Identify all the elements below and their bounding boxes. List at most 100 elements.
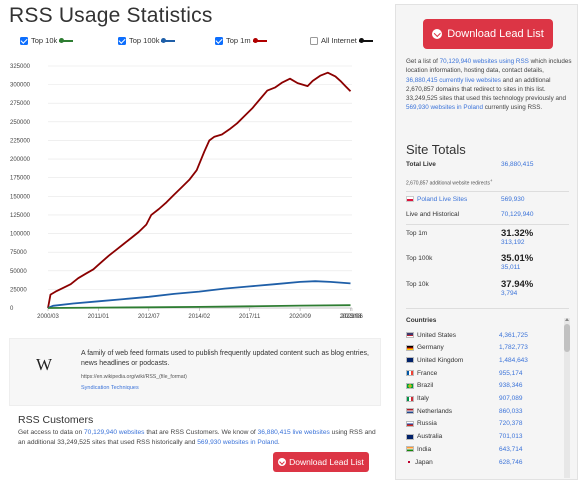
series-line-top-1m[interactable] bbox=[47, 71, 352, 309]
it-flag-icon bbox=[406, 395, 414, 402]
y-tick-label: 100000 bbox=[10, 232, 31, 238]
de-flag-icon bbox=[406, 344, 414, 351]
y-tick-label: 50000 bbox=[10, 269, 27, 275]
fr-flag-icon bbox=[406, 370, 414, 377]
country-row-in: India 643,714 bbox=[406, 443, 564, 455]
top-10k-count[interactable]: 3,794 bbox=[501, 290, 518, 297]
page-title: RSS Usage Statistics bbox=[9, 4, 213, 27]
top-10k-percent: 37.94% bbox=[501, 279, 534, 290]
country-name: Netherlands bbox=[417, 407, 453, 415]
y-tick-label: 25000 bbox=[10, 287, 27, 293]
intro-live-websites-link[interactable]: 36,880,415 currently live websites bbox=[406, 76, 501, 84]
usage-chart-svg: 0 25000 50000 75000 100000 125000 150000 175000… bbox=[10, 64, 364, 320]
x-tick-label: 2023/08 bbox=[340, 314, 362, 320]
top-1m-row: Top 1m 31.32% 313,192 bbox=[406, 228, 572, 246]
country-value[interactable]: 701,013 bbox=[499, 433, 523, 441]
customers-heading: RSS Customers bbox=[18, 414, 94, 426]
gb-flag-icon bbox=[406, 357, 414, 364]
intro-text-3: and an additional 2,670,857 domains that… bbox=[406, 76, 566, 103]
chart-legend: Top 10k Top 100k Top 1m All Internet bbox=[0, 36, 390, 50]
jp-flag-icon bbox=[406, 459, 412, 465]
legend-toggle-top-1m[interactable]: Top 1m bbox=[215, 36, 267, 45]
country-name: France bbox=[417, 369, 438, 377]
in-flag-icon bbox=[406, 446, 414, 453]
y-tick-label: 275000 bbox=[10, 101, 31, 107]
download-lead-list-button[interactable]: Download Lead List bbox=[423, 19, 553, 49]
top-100k-count[interactable]: 35,011 bbox=[501, 264, 521, 271]
legend-toggle-top-100k[interactable]: Top 100k bbox=[118, 36, 176, 45]
countries-list: United States 4,361,725 Germany 1,782,773 Un… bbox=[406, 329, 564, 480]
countries-scrollbar[interactable] bbox=[564, 318, 570, 478]
country-row-us: United States 4,361,725 bbox=[406, 329, 564, 341]
site-totals-heading: Site Totals bbox=[406, 142, 466, 157]
intro-websites-link[interactable]: 70,129,940 websites using RSS bbox=[439, 58, 529, 65]
country-value[interactable]: 938,346 bbox=[499, 382, 523, 390]
checkbox-top-1m[interactable] bbox=[215, 36, 223, 45]
country-value[interactable]: 955,174 bbox=[499, 369, 523, 377]
series-line-top-100k[interactable] bbox=[47, 280, 351, 309]
ru-flag-icon bbox=[406, 420, 414, 427]
legend-swatch-top-10k bbox=[59, 37, 74, 43]
legend-toggle-all-internet[interactable]: All Internet bbox=[310, 36, 373, 45]
sidebar-intro: Get a list of 70,129,940 websites using … bbox=[406, 57, 572, 113]
intro-text-4: currently using RSS. bbox=[483, 104, 543, 112]
country-row-gb: United Kingdom 1,484,643 bbox=[406, 354, 564, 366]
country-value[interactable]: 720,378 bbox=[499, 420, 523, 428]
legend-toggle-top-10k[interactable]: Top 10k bbox=[20, 36, 74, 45]
y-tick-label: 125000 bbox=[10, 213, 31, 219]
y-tick-label: 225000 bbox=[10, 138, 31, 144]
series-line-top-10k[interactable] bbox=[47, 304, 351, 309]
scrollbar-thumb[interactable] bbox=[564, 324, 570, 352]
scroll-up-arrow-icon[interactable] bbox=[565, 318, 569, 321]
download-icon bbox=[432, 29, 443, 39]
legend-label-top-100k: Top 100k bbox=[129, 36, 160, 45]
country-value[interactable]: 643,714 bbox=[499, 445, 523, 453]
y-tick-label: 250000 bbox=[10, 120, 31, 126]
wikipedia-description: A family of web feed formats used to pub… bbox=[81, 350, 369, 367]
intro-text-1: Get a list of bbox=[406, 58, 440, 65]
download-lead-list-button-bottom[interactable]: Download Lead List bbox=[273, 452, 369, 472]
country-name: United Kingdom bbox=[417, 356, 464, 364]
historical-label: Live and Historical bbox=[406, 211, 460, 218]
customers-websites-link[interactable]: 70,129,940 websites bbox=[83, 429, 145, 436]
nl-flag-icon bbox=[406, 408, 414, 415]
country-value[interactable]: 4,361,725 bbox=[499, 331, 528, 339]
legend-swatch-top-1m bbox=[252, 37, 267, 43]
top-1m-count[interactable]: 313,192 bbox=[501, 239, 525, 246]
y-tick-label: 300000 bbox=[10, 83, 31, 89]
country-value[interactable]: 860,033 bbox=[499, 407, 523, 415]
download-lead-list-label: Download Lead List bbox=[289, 457, 364, 467]
legend-label-top-10k: Top 10k bbox=[31, 36, 58, 45]
customers-text-3: using RSS and an additional 33,249,525 s… bbox=[18, 429, 376, 446]
redirects-note-text: 2,670,857 additional website redirects bbox=[406, 180, 490, 187]
total-live-value[interactable]: 36,880,415 bbox=[501, 161, 534, 168]
au-flag-icon bbox=[406, 433, 414, 440]
sidebar: Download Lead List Get a list of 70,129,… bbox=[395, 4, 578, 480]
poland-live-value[interactable]: 569,930 bbox=[501, 196, 525, 203]
top-100k-row: Top 100k 35.01% 35,011 bbox=[406, 253, 572, 271]
wikipedia-url[interactable]: https://en.wikipedia.org/wiki/RSS_(file_… bbox=[81, 374, 187, 380]
download-icon bbox=[278, 458, 287, 466]
country-value[interactable]: 1,782,773 bbox=[499, 344, 528, 352]
syndication-techniques-link[interactable]: Syndication Techniques bbox=[81, 385, 139, 391]
country-row-ru: Russia 720,378 bbox=[406, 418, 564, 430]
intro-poland-link[interactable]: 569,930 websites in Poland bbox=[406, 104, 484, 112]
country-value[interactable]: 628,746 bbox=[499, 458, 523, 466]
country-name: United States bbox=[417, 331, 457, 339]
x-tick-label: 2020/09 bbox=[289, 314, 311, 320]
historical-value[interactable]: 70,129,940 bbox=[501, 211, 534, 218]
legend-swatch-all-internet bbox=[358, 37, 373, 43]
checkbox-all-internet[interactable] bbox=[310, 36, 318, 45]
customers-live-websites-link[interactable]: 36,880,415 live websites bbox=[257, 429, 330, 436]
country-name: Germany bbox=[417, 344, 444, 352]
poland-live-sites-link[interactable]: Poland Live Sites bbox=[417, 196, 468, 203]
checkbox-top-100k[interactable] bbox=[118, 36, 126, 45]
country-value[interactable]: 907,089 bbox=[499, 395, 523, 402]
top-10k-row: Top 10k 37.94% 3,794 bbox=[406, 279, 572, 297]
checkbox-top-10k[interactable] bbox=[20, 36, 28, 45]
country-name: Russia bbox=[417, 420, 437, 428]
x-tick-label: 2000/03 bbox=[37, 314, 59, 320]
divider bbox=[406, 224, 569, 225]
country-value[interactable]: 1,484,643 bbox=[499, 356, 528, 364]
customers-poland-link[interactable]: 569,930 websites in Poland bbox=[197, 439, 278, 446]
